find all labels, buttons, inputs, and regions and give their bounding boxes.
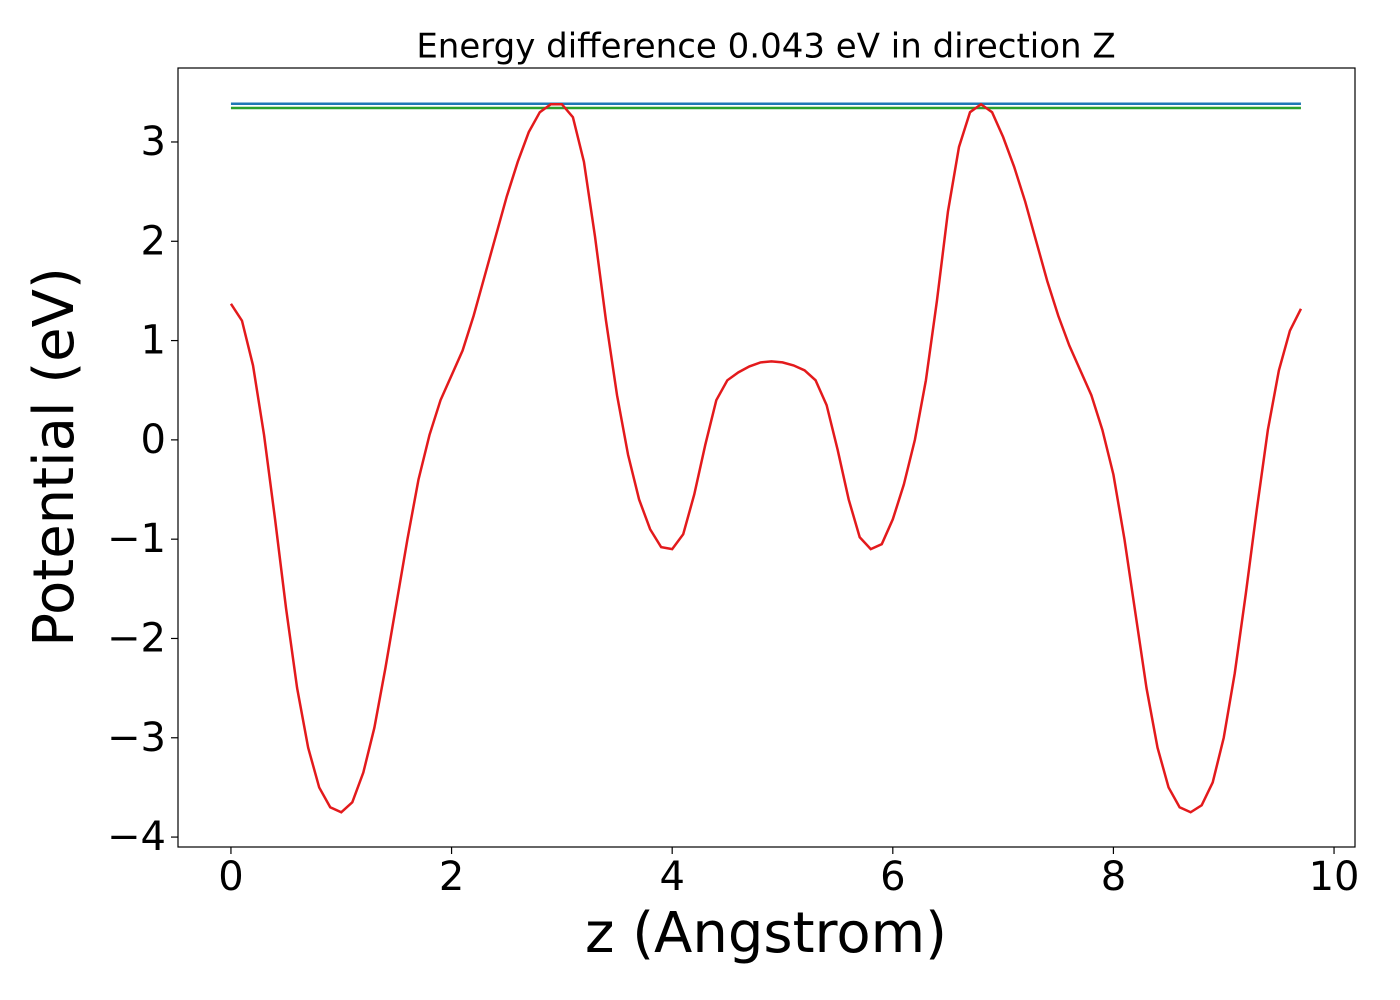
y-tick-label: −1	[107, 516, 166, 562]
x-tick-label: 4	[659, 854, 684, 900]
y-tick-label: −4	[107, 814, 166, 860]
x-tick-label: 8	[1101, 854, 1126, 900]
plot-frame	[177, 67, 1356, 848]
y-tick-label: −2	[107, 615, 166, 661]
x-tick-label: 10	[1309, 854, 1360, 900]
x-tick-label: 6	[880, 854, 905, 900]
x-tick-label: 0	[218, 854, 243, 900]
series-line	[229, 102, 1303, 814]
y-tick-label: 3	[141, 119, 166, 165]
x-tick-label: 2	[439, 854, 464, 900]
x-axis-label: z (Angstrom)	[585, 901, 947, 966]
y-axis-label: Potential (eV)	[22, 267, 87, 647]
y-tick-label: −3	[107, 715, 166, 761]
chart-title: Energy difference 0.043 eV in direction …	[416, 27, 1115, 67]
y-tick-label: 1	[141, 318, 166, 364]
y-tick-label: 0	[141, 417, 166, 463]
y-tick-label: 2	[141, 218, 166, 264]
